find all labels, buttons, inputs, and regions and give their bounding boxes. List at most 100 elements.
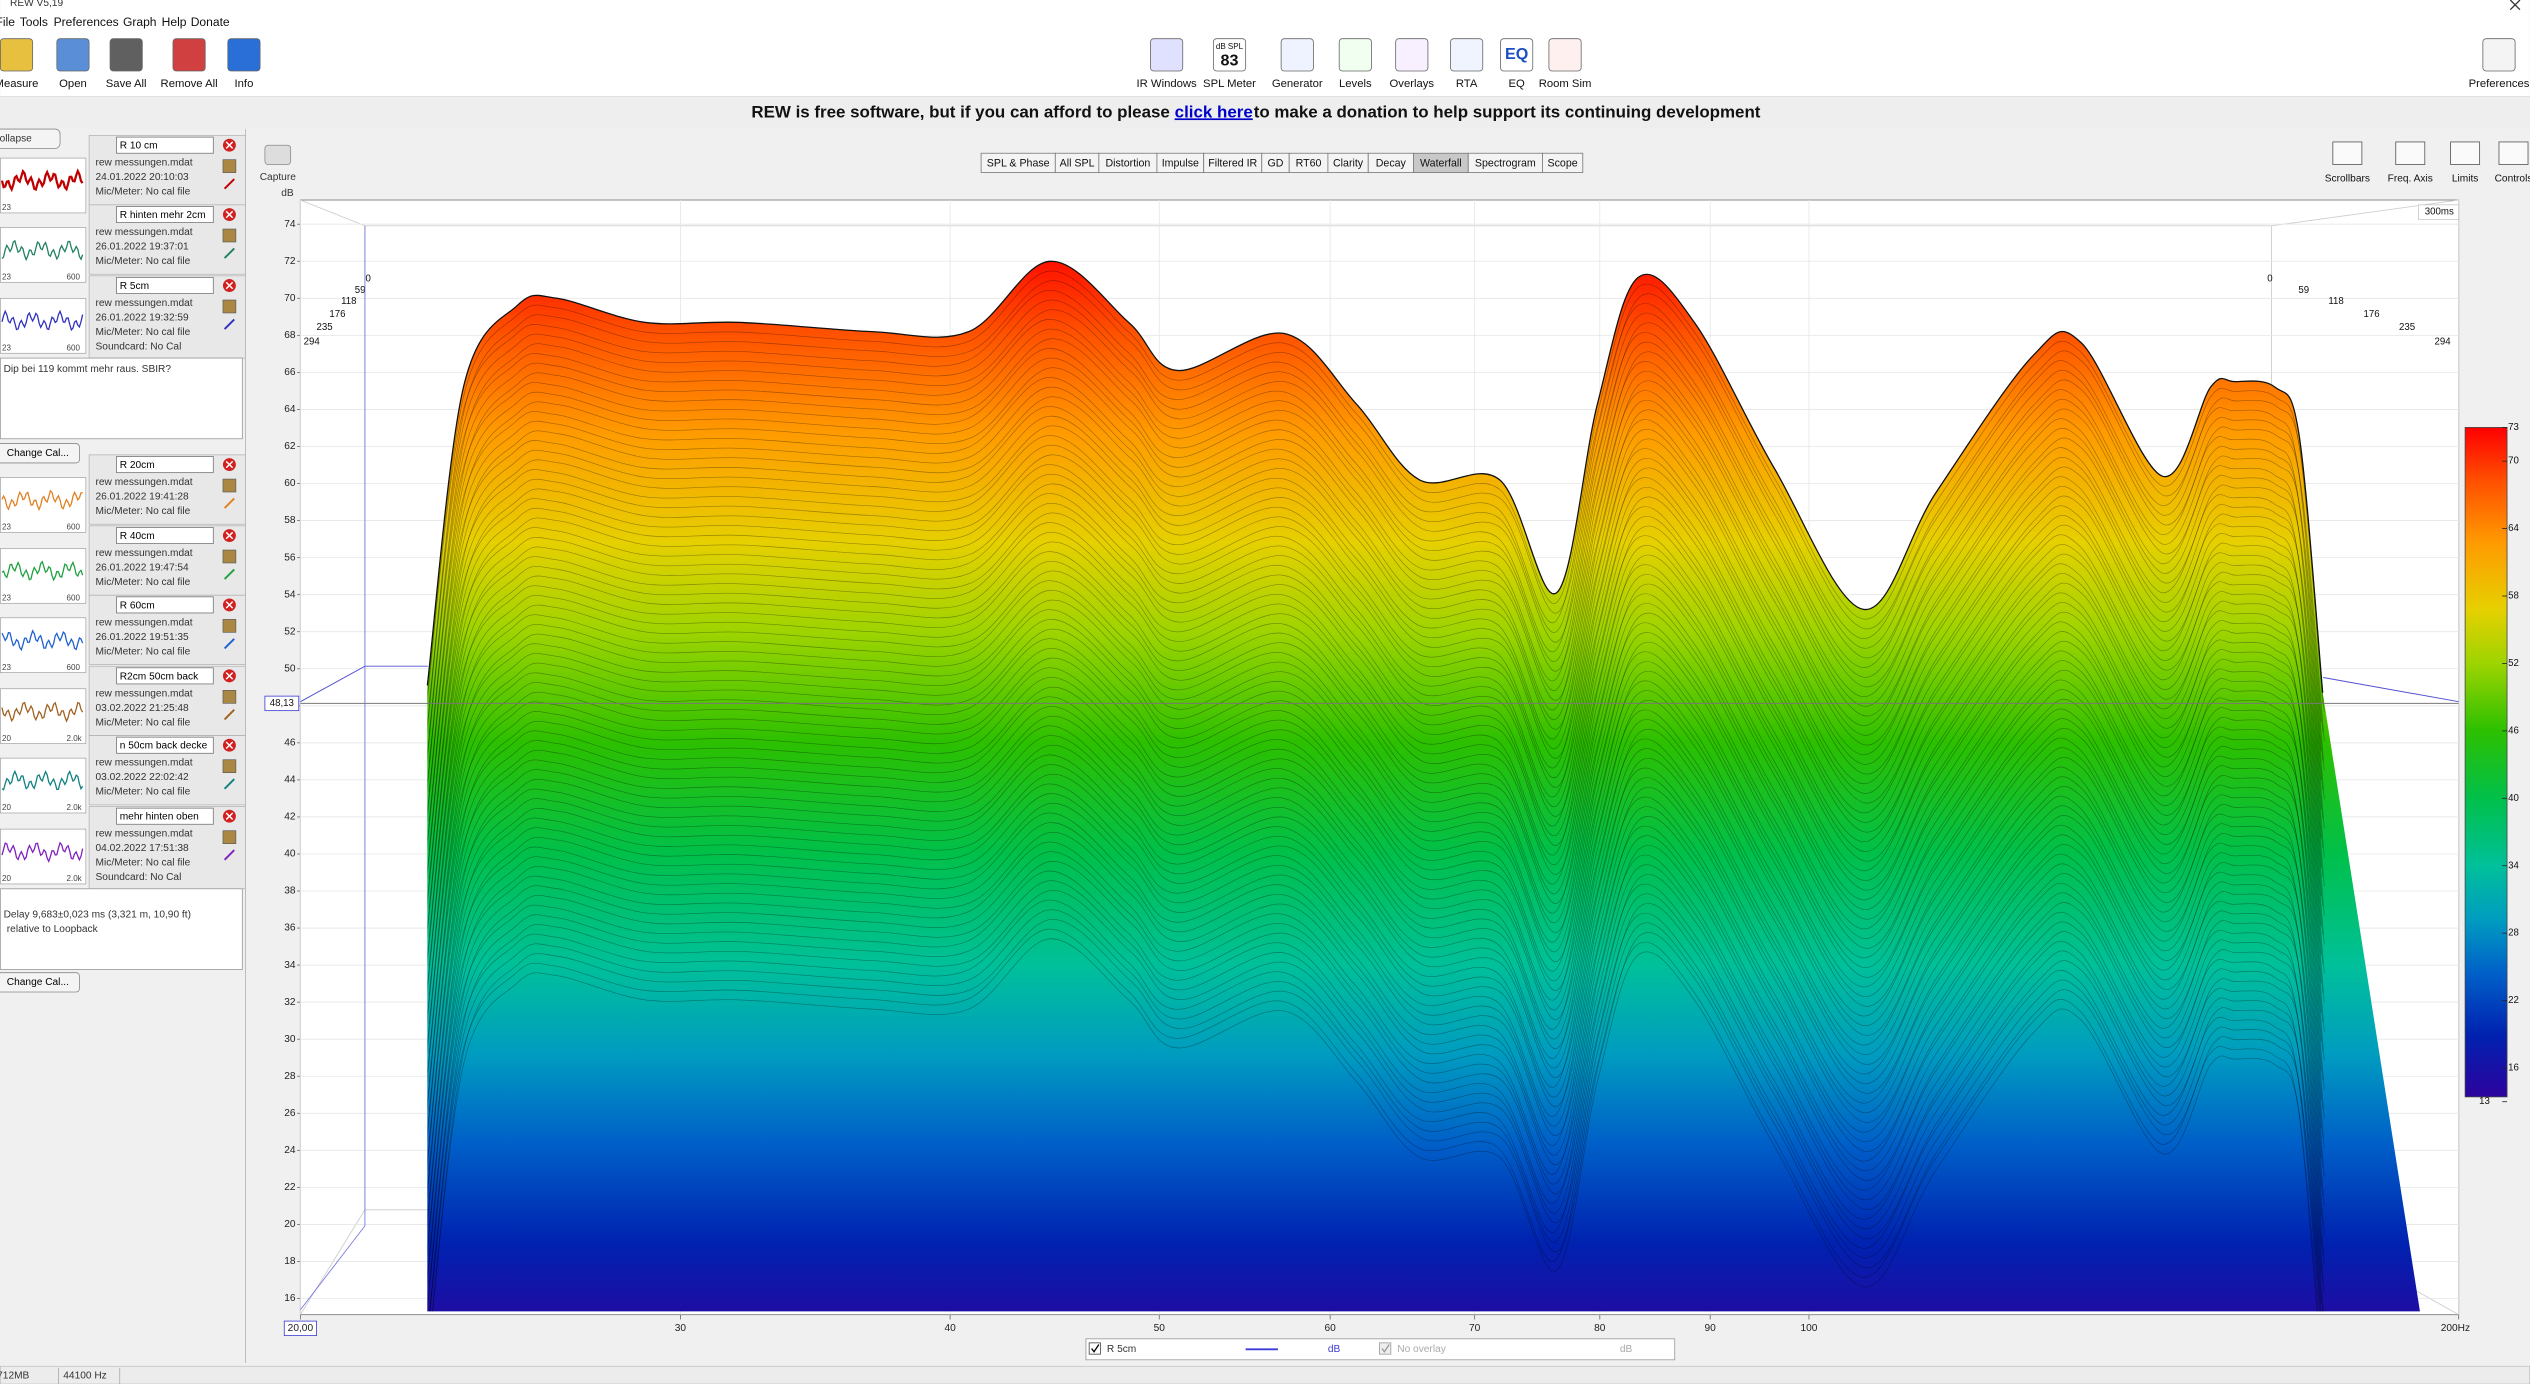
menu-item[interactable]: Donate — [191, 15, 230, 29]
graph-tab-label[interactable]: Impulse — [1162, 158, 1199, 170]
panel-icon[interactable] — [222, 830, 237, 844]
toolbar-icon[interactable] — [1212, 38, 1247, 72]
measurement-info: Mic/Meter: No cal file — [96, 506, 191, 517]
banner-text: REW is free software, but if you can aff… — [751, 102, 1169, 121]
change-cal-button[interactable] — [0, 972, 80, 993]
measurement-info: rew messungen.mdat — [96, 477, 193, 488]
graph-tool-icon[interactable] — [2332, 141, 2363, 165]
toolbar-icon[interactable] — [1150, 38, 1184, 72]
graph-tab-label[interactable]: Decay — [1376, 158, 1407, 170]
colorbar-label: 40 — [2508, 793, 2519, 804]
toolbar-icon[interactable] — [109, 38, 143, 72]
notes-box[interactable] — [0, 888, 243, 970]
name-field[interactable] — [116, 807, 214, 825]
panel-icon[interactable] — [223, 568, 235, 580]
toolbar-icon[interactable] — [227, 38, 261, 72]
collapse-label: Collapse — [0, 133, 32, 144]
status-text: 44100 Hz — [63, 1371, 106, 1382]
graph-tool-icon[interactable] — [2395, 141, 2426, 165]
banner-link[interactable]: click here — [1175, 102, 1253, 121]
toolbar-icon[interactable] — [1500, 38, 1534, 72]
time-tick-label: 0 — [2267, 274, 2272, 285]
measurement-info: rew messungen.mdat — [96, 158, 193, 169]
banner-text: to make a donation to help support its c… — [1254, 102, 1761, 121]
menu-item[interactable]: Help — [162, 15, 187, 29]
graph-tab-label[interactable]: Filtered IR — [1208, 158, 1257, 170]
toolbar-icon[interactable] — [1280, 38, 1314, 72]
toolbar-icon[interactable] — [1548, 38, 1582, 72]
close-button[interactable] — [2509, 0, 2521, 11]
graph-tool-icon[interactable] — [2498, 141, 2529, 165]
toolbar-icon[interactable] — [2482, 38, 2516, 72]
panel-icon[interactable] — [222, 478, 237, 493]
graph-tab-label[interactable]: GD — [1268, 158, 1284, 170]
notes-box[interactable] — [0, 357, 243, 440]
name-field[interactable] — [116, 667, 214, 685]
panel-icon[interactable] — [222, 619, 237, 633]
panel-icon[interactable] — [223, 638, 235, 650]
panel-icon[interactable] — [223, 178, 235, 190]
toolbar-icon[interactable] — [1338, 38, 1372, 72]
measurement-info: Mic/Meter: No cal file — [96, 577, 191, 588]
panel-icon[interactable] — [222, 549, 237, 564]
toolbar-icon[interactable] — [172, 38, 206, 72]
graph-tab-label[interactable]: Clarity — [1333, 158, 1364, 170]
graph-tab-label[interactable]: Waterfall — [1420, 158, 1462, 170]
name-field[interactable] — [116, 277, 214, 294]
y-tick-label: 30 — [284, 1034, 296, 1045]
graph-tool-icon[interactable] — [2450, 141, 2481, 165]
name-field[interactable] — [116, 456, 214, 474]
graph-tab-label[interactable]: SPL & Phase — [987, 158, 1050, 170]
panel-icon[interactable] — [223, 247, 235, 259]
menu-item[interactable]: File — [0, 15, 15, 29]
graph-tab-label[interactable]: Spectrogram — [1475, 158, 1536, 170]
panel-icon[interactable] — [223, 778, 235, 790]
panel-icon[interactable] — [223, 709, 235, 721]
name-field[interactable] — [116, 206, 214, 224]
legend-checkbox[interactable] — [1088, 1342, 1101, 1355]
name-field[interactable] — [116, 136, 214, 154]
x-start-box[interactable] — [283, 1320, 317, 1337]
name-field[interactable] — [116, 736, 214, 754]
y-tick-label: 70 — [284, 293, 296, 304]
panel-icon[interactable] — [222, 759, 237, 773]
panel-icon[interactable] — [222, 299, 237, 314]
waterfall-slice — [427, 609, 2322, 1042]
graph-tab[interactable] — [1542, 152, 1584, 173]
collapse-button[interactable] — [0, 128, 61, 149]
toolbar-icon[interactable] — [56, 38, 90, 72]
menu-item[interactable]: Tools — [20, 15, 48, 29]
legend-checkbox[interactable] — [1379, 1342, 1392, 1355]
toolbar-icon[interactable] — [1395, 38, 1429, 72]
waterfall-slice — [428, 890, 2325, 1312]
name-field[interactable] — [116, 596, 214, 614]
graph-tab-label[interactable]: RT60 — [1296, 158, 1322, 170]
change-cal-button[interactable] — [0, 443, 80, 464]
measurement-info: Mic/Meter: No cal file — [96, 327, 191, 338]
panel-icon[interactable] — [223, 849, 235, 861]
panel-icon[interactable] — [222, 159, 237, 173]
remove-cross — [225, 672, 234, 680]
panel-icon[interactable] — [222, 228, 237, 243]
graph-tool-label: Scrollbars — [2325, 174, 2370, 185]
menu-item[interactable]: Graph — [123, 15, 157, 29]
waterfall-slice — [427, 638, 2322, 1071]
toolbar-icon[interactable] — [0, 38, 34, 72]
panel-icon[interactable] — [222, 690, 237, 704]
axis-guide — [2323, 677, 2459, 703]
toolbar-label: Overlays — [1390, 78, 1435, 90]
name-field[interactable] — [116, 527, 214, 545]
measurement-name: R hinten mehr 2cm — [120, 210, 206, 221]
graph-tab-label[interactable]: Scope — [1548, 158, 1578, 170]
graph-tab-label[interactable]: Distortion — [1105, 158, 1150, 170]
waterfall-slice — [428, 802, 2325, 1235]
measurement-info: 26.01.2022 19:47:54 — [96, 562, 190, 573]
menu-item[interactable]: Preferences — [54, 15, 119, 29]
measurement-info: 26.01.2022 19:32:59 — [96, 312, 190, 323]
x-tick-label: 80 — [1594, 1323, 1606, 1334]
toolbar-icon[interactable] — [1450, 38, 1484, 72]
capture-button[interactable] — [264, 144, 292, 165]
panel-icon[interactable] — [223, 497, 235, 509]
panel-icon[interactable] — [223, 318, 235, 330]
graph-tab-label[interactable]: All SPL — [1060, 158, 1095, 170]
